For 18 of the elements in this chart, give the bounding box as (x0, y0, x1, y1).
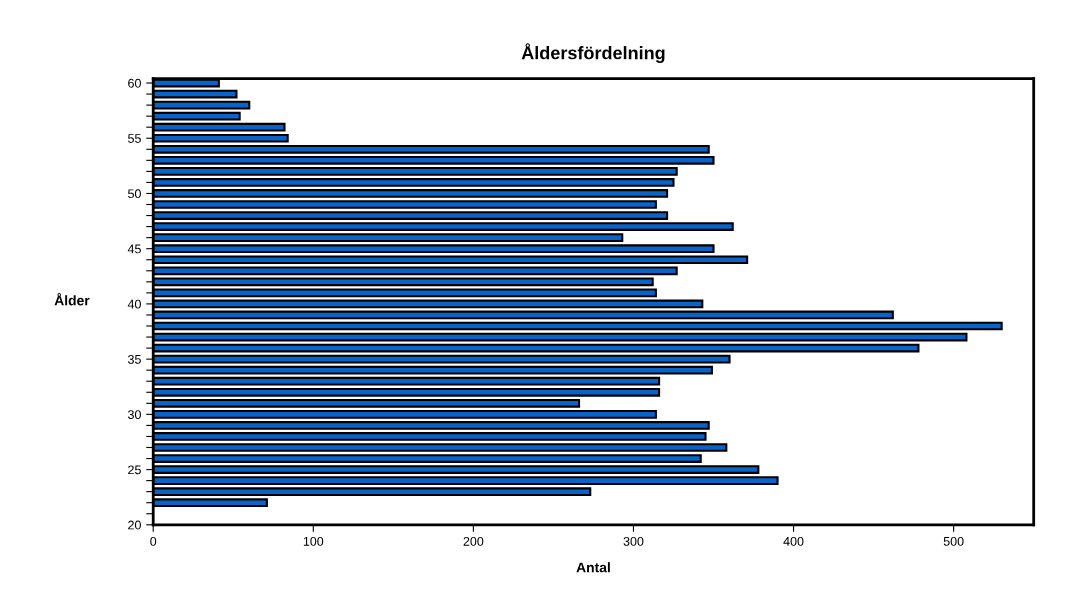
y-tick-label: 45 (127, 244, 141, 254)
y-tick-label: 60 (128, 78, 141, 88)
x-axis-title: Antal (576, 562, 610, 573)
y-tick-label: 50 (128, 189, 141, 199)
y-tick-label: 40 (127, 299, 141, 309)
x-tick-label: 400 (783, 536, 804, 546)
x-tick-label: 300 (623, 536, 644, 546)
x-tick-label: 0 (150, 536, 157, 546)
y-tick-label: 35 (127, 354, 141, 364)
y-axis-title: Ålder (54, 293, 90, 306)
chart-title: Åldersfördelning (521, 43, 665, 63)
x-tick-label: 500 (943, 536, 964, 546)
y-tick-label: 20 (128, 520, 141, 530)
y-tick-label: 55 (128, 134, 141, 143)
y-tick-label: 25 (128, 465, 141, 475)
x-tick-label: 200 (463, 536, 484, 546)
y-tick-label: 30 (127, 410, 141, 420)
x-tick-label: 100 (303, 536, 324, 546)
